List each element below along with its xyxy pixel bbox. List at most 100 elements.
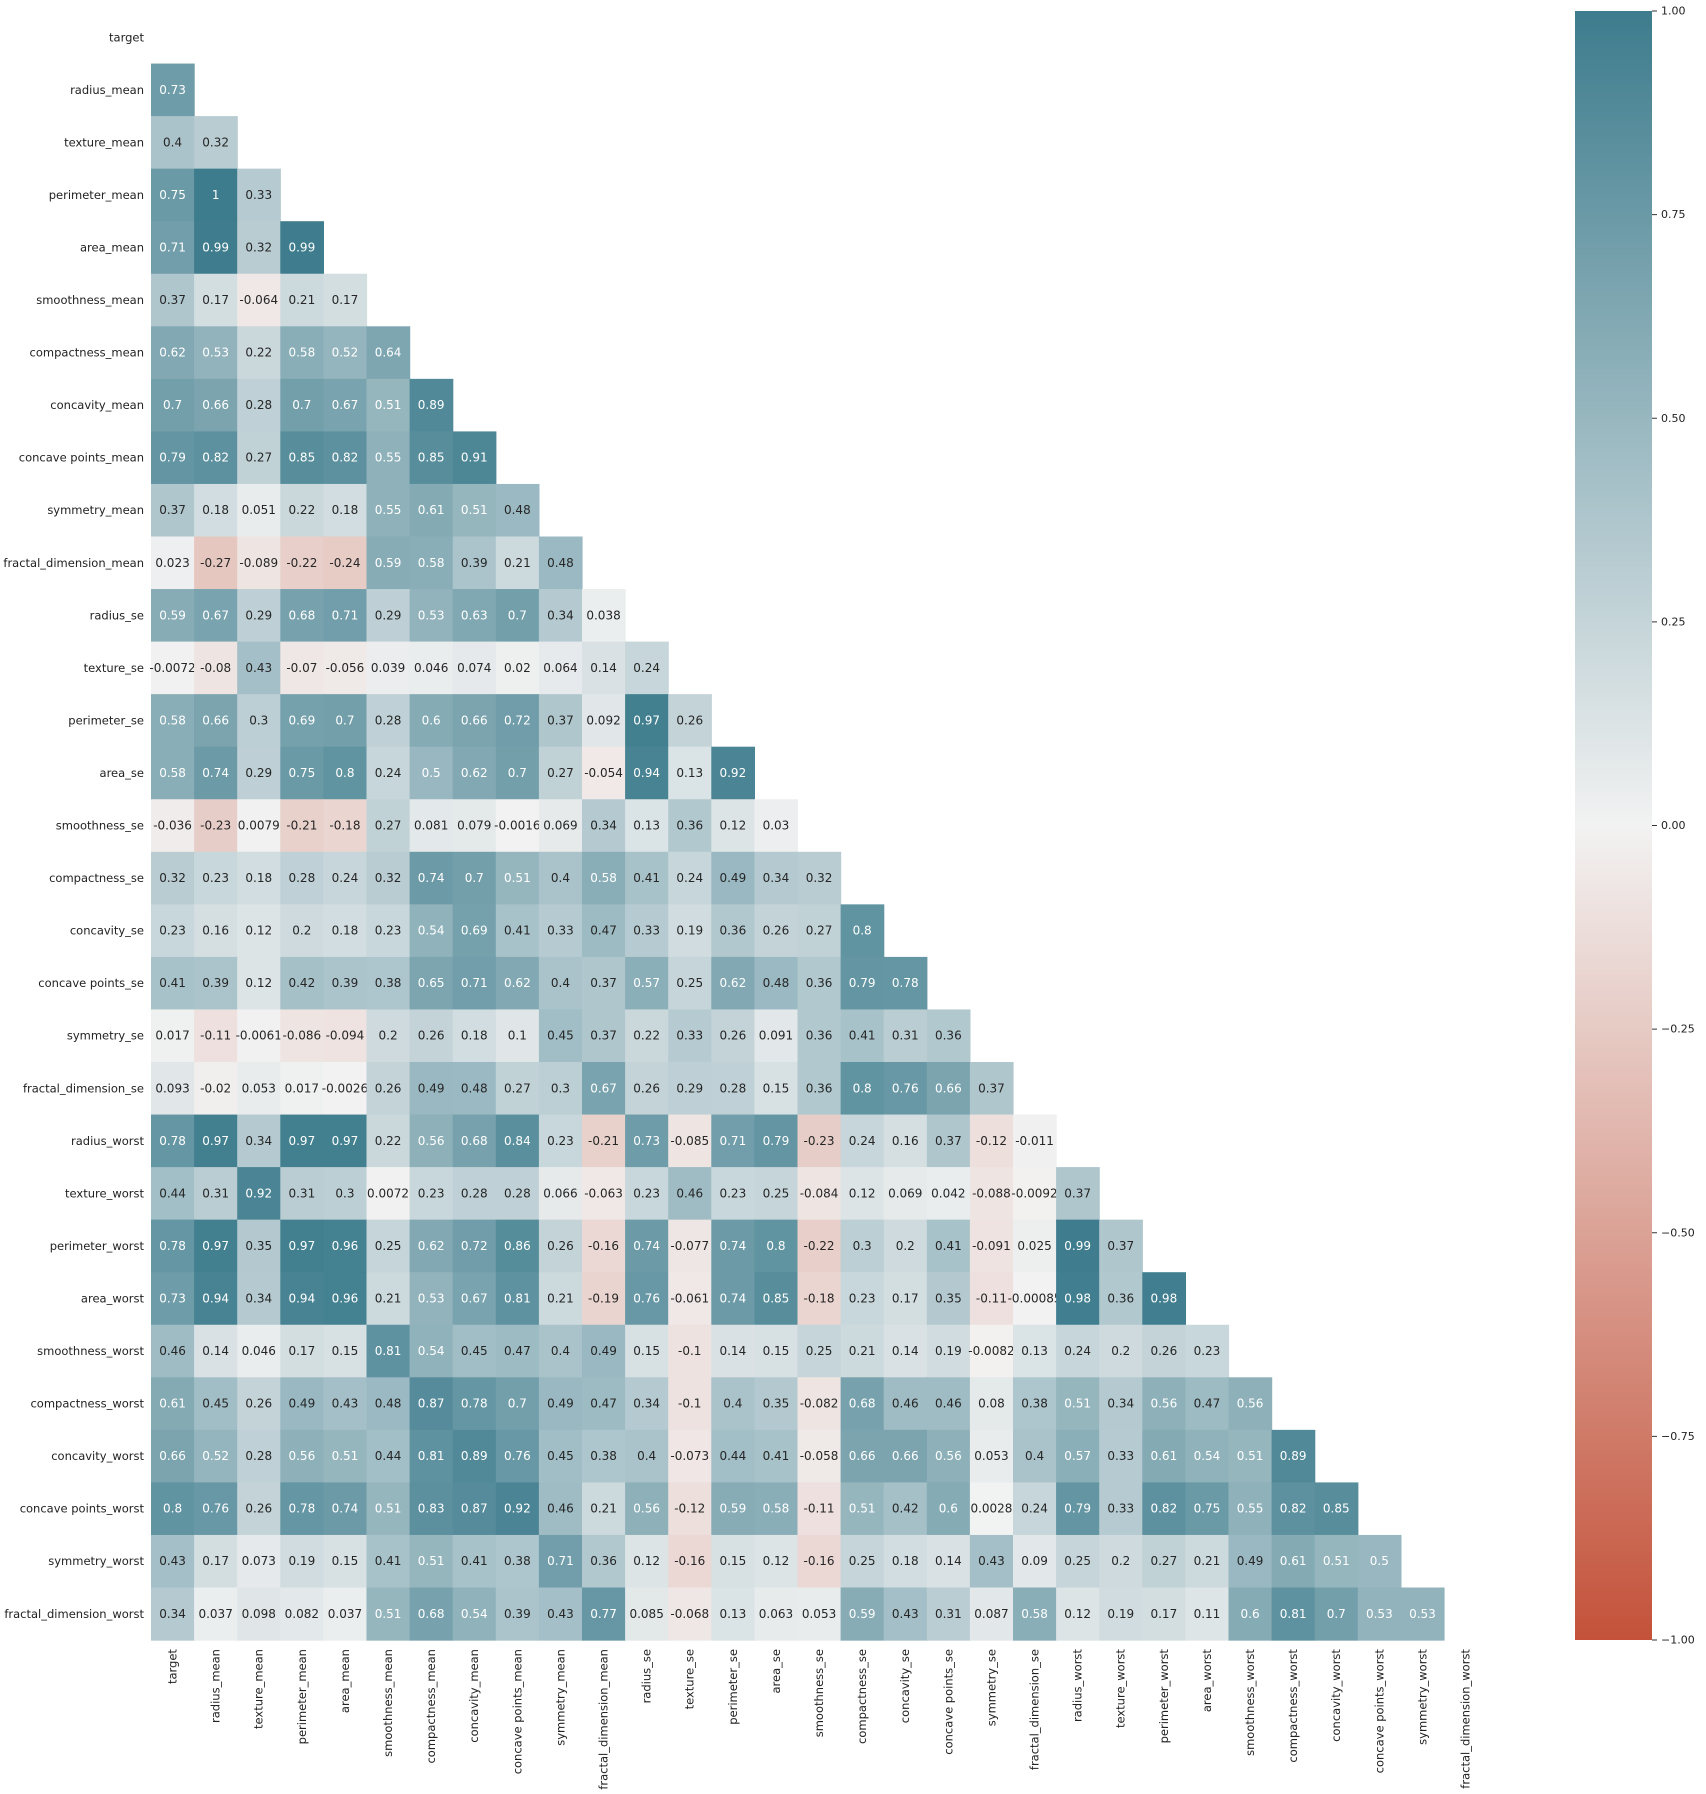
heatmap-cell <box>1142 1587 1186 1641</box>
heatmap-cell <box>237 536 281 590</box>
heatmap-cell <box>237 851 281 905</box>
x-tick-label-compactness-se: compactness_se <box>855 1649 869 1744</box>
cell-value-label: 0.0072 <box>367 1186 409 1200</box>
heatmap-cell <box>797 1009 842 1063</box>
cell-value-label: 0.24 <box>1021 1502 1048 1516</box>
y-tick-label-area-mean: area_mean <box>80 240 144 254</box>
heatmap-cell <box>280 483 324 538</box>
cell-value-label: 0.46 <box>547 1502 574 1516</box>
cell-value-label: 1 <box>212 188 220 202</box>
heatmap-cell <box>754 1062 799 1116</box>
cell-value-label: 0.7 <box>1327 1607 1346 1621</box>
heatmap-cell <box>151 1272 195 1326</box>
cell-value-label: -0.24 <box>329 556 360 570</box>
cell-value-label: 0.51 <box>1064 1397 1091 1411</box>
cell-value-label: 0.34 <box>159 1607 186 1621</box>
cell-value-label: 0.18 <box>892 1554 919 1568</box>
cell-value-label: 0.046 <box>242 1344 276 1358</box>
heatmap-cell <box>237 273 281 327</box>
heatmap-cell <box>366 1114 411 1168</box>
heatmap-cell <box>625 1587 669 1641</box>
heatmap-cell <box>194 536 238 590</box>
cell-value-label: 0.27 <box>375 819 402 833</box>
heatmap-cell <box>711 1114 755 1168</box>
heatmap-cell <box>582 1534 626 1589</box>
cell-value-label: 0.51 <box>375 398 402 412</box>
cell-value-label: 0.97 <box>633 713 660 727</box>
cell-value-label: 0.25 <box>676 976 703 990</box>
y-tick-label-perimeter-worst: perimeter_worst <box>50 1239 145 1253</box>
heatmap-cell <box>151 851 195 905</box>
cell-value-label: 0.54 <box>1194 1449 1221 1463</box>
heatmap-cell <box>280 641 324 695</box>
cell-value-label: -0.088 <box>972 1186 1011 1200</box>
cell-value-label: 0.21 <box>504 556 531 570</box>
cell-value-label: 0.92 <box>504 1502 531 1516</box>
heatmap-cell <box>1056 1219 1100 1273</box>
cell-value-label: 0.71 <box>332 608 359 622</box>
heatmap-cell <box>280 326 324 380</box>
heatmap-cell <box>409 1534 454 1589</box>
heatmap-cell <box>452 1482 497 1536</box>
heatmap-cell <box>409 641 454 695</box>
cell-value-label: 0.97 <box>202 1239 229 1253</box>
heatmap-cell <box>323 1324 368 1378</box>
heatmap-cell <box>883 1062 928 1116</box>
heatmap-cell <box>409 799 454 853</box>
heatmap-cell <box>883 1482 928 1536</box>
cell-value-label: 0.36 <box>676 819 703 833</box>
heatmap-cell <box>323 378 368 432</box>
cell-value-label: 0.82 <box>202 451 229 465</box>
heatmap-cell <box>323 1062 368 1116</box>
heatmap-cell <box>452 1324 497 1378</box>
heatmap-cell <box>495 956 540 1011</box>
cell-value-label: 0.38 <box>1021 1397 1048 1411</box>
heatmap-cell <box>323 589 368 643</box>
cell-value-label: 0.19 <box>288 1554 315 1568</box>
cell-value-label: 0.22 <box>288 503 315 517</box>
heatmap-cell <box>194 799 238 853</box>
cell-value-label: 0.3 <box>335 1186 354 1200</box>
heatmap-cell <box>797 851 842 905</box>
cell-value-label: 0.14 <box>892 1344 919 1358</box>
cell-value-label: 0.55 <box>1237 1502 1264 1516</box>
heatmap-cell <box>668 746 712 800</box>
colorbar-tick-label: 0.00 <box>1661 819 1686 832</box>
heatmap-cell <box>668 1167 712 1221</box>
heatmap-cell <box>754 1587 799 1641</box>
x-tick-label-concave-points-worst: concave points_worst <box>1372 1649 1386 1774</box>
heatmap-cell <box>409 746 454 800</box>
cell-value-label: 0.081 <box>414 819 448 833</box>
cell-value-label: 0.78 <box>159 1134 186 1148</box>
cell-value-label: 0.82 <box>1280 1502 1307 1516</box>
y-tick-label-concavity-se: concavity_se <box>70 924 144 938</box>
cell-value-label: 0.89 <box>461 1449 488 1463</box>
cell-value-label: 0.38 <box>504 1554 531 1568</box>
cell-value-label: 0.5 <box>422 766 441 780</box>
cell-value-label: 0.66 <box>202 398 229 412</box>
x-tick-label-area-mean: area_mean <box>338 1649 352 1713</box>
cell-value-label: 0.073 <box>242 1554 276 1568</box>
x-tick-label-concavity-se: concavity_se <box>898 1649 912 1723</box>
cell-value-label: 0.99 <box>1064 1239 1091 1253</box>
cell-value-label: 0.61 <box>159 1397 186 1411</box>
cell-value-label: 0.55 <box>375 503 402 517</box>
heatmap-cell <box>280 378 324 432</box>
cell-value-label: 0.023 <box>155 556 189 570</box>
cell-value-label: 0.46 <box>935 1397 962 1411</box>
heatmap-cell <box>409 1114 454 1168</box>
cell-value-label: 0.62 <box>504 976 531 990</box>
heatmap-cell <box>237 1167 281 1221</box>
cell-value-label: -0.0082 <box>968 1344 1014 1358</box>
heatmap-cell <box>237 694 281 748</box>
heatmap-cell <box>582 1482 626 1536</box>
y-tick-label-fractal-dimension-mean: fractal_dimension_mean <box>3 556 144 570</box>
heatmap-cell <box>1142 1534 1186 1589</box>
heatmap-cell <box>1013 1482 1057 1536</box>
heatmap-cell <box>625 1429 669 1483</box>
heatmap-cell <box>194 1377 238 1431</box>
cell-value-label: -0.0026 <box>322 1081 368 1095</box>
cell-value-label: 0.51 <box>375 1607 402 1621</box>
heatmap-cell <box>538 904 583 958</box>
heatmap-cell <box>797 1482 842 1536</box>
